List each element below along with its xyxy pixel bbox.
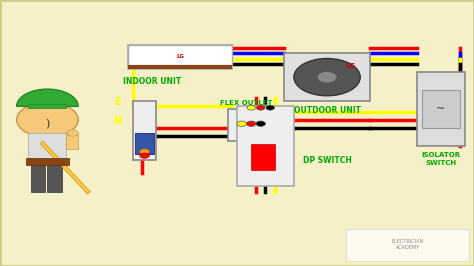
Circle shape: [318, 72, 337, 82]
Circle shape: [246, 121, 256, 126]
Bar: [28, 104, 66, 108]
Bar: [47, 165, 62, 192]
Bar: [128, 45, 232, 69]
Bar: [31, 165, 45, 192]
Bar: [228, 109, 265, 141]
Circle shape: [67, 130, 78, 136]
Bar: [128, 65, 232, 69]
Bar: [133, 101, 156, 160]
Text: OUTDOOR UNIT: OUTDOOR UNIT: [293, 106, 361, 115]
Text: ~: ~: [436, 104, 446, 114]
Bar: [26, 158, 69, 165]
Circle shape: [256, 105, 265, 110]
Bar: [135, 133, 154, 154]
Text: N: N: [113, 116, 121, 126]
Bar: [284, 53, 370, 101]
Circle shape: [266, 105, 274, 110]
Bar: [251, 144, 275, 170]
Circle shape: [140, 153, 149, 158]
Text: ELECTRICIAN
ACADEMY: ELECTRICIAN ACADEMY: [392, 239, 424, 250]
Text: ISOLATOR
SWITCH: ISOLATOR SWITCH: [421, 152, 460, 166]
Text: ): ): [45, 119, 50, 129]
Text: LG: LG: [176, 54, 184, 59]
Wedge shape: [17, 89, 78, 106]
Bar: [66, 134, 78, 149]
Bar: [422, 90, 460, 128]
Bar: [346, 229, 469, 261]
Text: LG: LG: [346, 64, 356, 69]
Text: FLEX OUTLET: FLEX OUTLET: [220, 100, 273, 106]
Circle shape: [256, 121, 265, 126]
Circle shape: [17, 102, 78, 137]
Bar: [237, 106, 294, 186]
Text: INDOOR UNIT: INDOOR UNIT: [123, 77, 181, 86]
Bar: [128, 45, 232, 65]
Bar: [28, 133, 66, 160]
Bar: [417, 72, 465, 146]
Text: DP SWITCH: DP SWITCH: [303, 156, 352, 165]
Circle shape: [294, 59, 360, 96]
Circle shape: [237, 121, 246, 126]
Circle shape: [247, 105, 255, 110]
Circle shape: [140, 149, 149, 154]
Text: E: E: [114, 97, 121, 107]
